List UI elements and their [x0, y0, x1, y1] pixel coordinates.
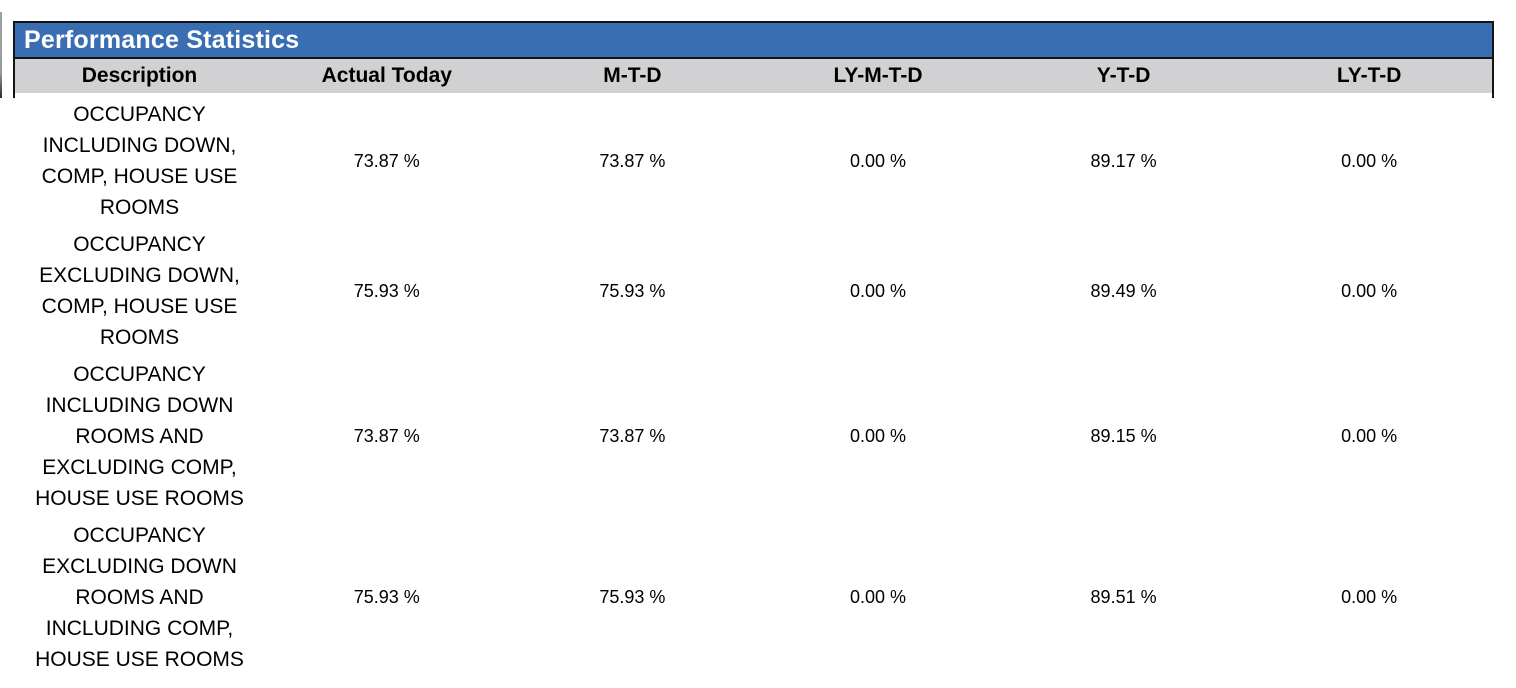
- value-cell-mtd: 73.87 %: [599, 150, 666, 171]
- table-body: OCCUPANCY INCLUDING DOWN, COMP, HOUSE US…: [15, 96, 1492, 678]
- value-cell-ly-td: 0.00 %: [1341, 587, 1398, 607]
- value-cell-ly-mtd: 0.00 %: [849, 280, 906, 301]
- header-cell-ytd: Y-T-D: [1096, 64, 1151, 87]
- performance-statistics-section: Performance Statistics Description Actua…: [13, 21, 1494, 98]
- table-row: OCCUPANCY INCLUDING DOWN, COMP, HOUSE US…: [15, 96, 1492, 226]
- value-cell-actual-today: 75.93 %: [353, 587, 420, 607]
- table-row: OCCUPANCY INCLUDING DOWN ROOMS AND EXCLU…: [15, 356, 1492, 517]
- header-border-tail: [15, 93, 1492, 98]
- value-cell-ytd: 89.15 %: [1090, 426, 1157, 446]
- value-cell-ly-td: 0.00 %: [1341, 280, 1398, 301]
- description-cell: OCCUPANCY EXCLUDING DOWN ROOMS AND INCLU…: [35, 524, 244, 671]
- section-title-bar: Performance Statistics: [15, 23, 1492, 59]
- table-header-row: Description Actual Today M-T-D LY-M-T-D …: [15, 59, 1492, 93]
- value-cell-ytd: 89.49 %: [1090, 280, 1157, 301]
- description-cell: OCCUPANCY INCLUDING DOWN, COMP, HOUSE US…: [41, 103, 238, 219]
- value-cell-ytd: 89.51 %: [1090, 587, 1157, 607]
- table-row: OCCUPANCY EXCLUDING DOWN, COMP, HOUSE US…: [15, 226, 1492, 356]
- value-cell-actual-today: 75.93 %: [353, 280, 420, 301]
- value-cell-mtd: 75.93 %: [599, 280, 666, 301]
- section-title: Performance Statistics: [24, 25, 300, 54]
- table-row: OCCUPANCY EXCLUDING DOWN ROOMS AND INCLU…: [15, 517, 1492, 678]
- value-cell-ly-mtd: 0.00 %: [849, 150, 906, 171]
- header-cell-mtd: M-T-D: [603, 64, 662, 87]
- value-cell-mtd: 73.87 %: [599, 426, 666, 446]
- header-cell-ly-td: LY-T-D: [1336, 64, 1402, 87]
- value-cell-mtd: 75.93 %: [599, 587, 666, 607]
- screen-edge-artifact: [0, 12, 2, 98]
- header-cell-actual-today: Actual Today: [321, 64, 452, 87]
- value-cell-ly-td: 0.00 %: [1341, 426, 1398, 446]
- value-cell-actual-today: 73.87 %: [353, 426, 420, 446]
- value-cell-ytd: 89.17 %: [1090, 150, 1157, 171]
- description-cell: OCCUPANCY INCLUDING DOWN ROOMS AND EXCLU…: [35, 363, 244, 510]
- header-cell-ly-mtd: LY-M-T-D: [833, 64, 923, 87]
- value-cell-ly-mtd: 0.00 %: [849, 587, 906, 607]
- description-cell: OCCUPANCY EXCLUDING DOWN, COMP, HOUSE US…: [39, 233, 240, 349]
- value-cell-ly-td: 0.00 %: [1341, 150, 1398, 171]
- header-cell-description: Description: [81, 64, 198, 87]
- value-cell-actual-today: 73.87 %: [353, 150, 420, 171]
- value-cell-ly-mtd: 0.00 %: [849, 426, 906, 446]
